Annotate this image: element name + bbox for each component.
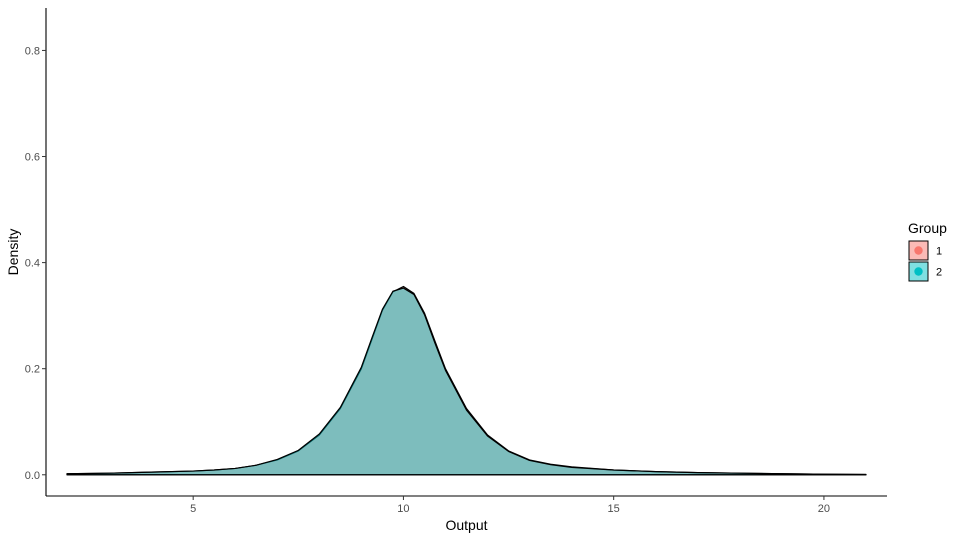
- legend-label: 1: [936, 246, 942, 258]
- y-tick-label: 0.8: [25, 45, 40, 57]
- x-tick-label: 15: [608, 503, 620, 515]
- legend-title: Group: [908, 220, 947, 236]
- legend: Group 1 2: [908, 220, 947, 282]
- density-area-group-2: [66, 287, 867, 476]
- legend-label: 2: [936, 267, 942, 279]
- y-tick-label: 0.0: [25, 470, 40, 482]
- x-axis-ticks: 5 10 15 20: [190, 496, 830, 515]
- y-tick-label: 0.4: [25, 258, 40, 270]
- x-axis-title: Output: [445, 517, 487, 533]
- y-axis-title: Density: [5, 229, 21, 276]
- y-tick-label: 0.2: [25, 364, 40, 376]
- y-axis-ticks: 0.0 0.2 0.4 0.6 0.8: [25, 45, 46, 482]
- legend-point-group-1: [914, 246, 923, 255]
- y-tick-label: 0.6: [25, 152, 40, 164]
- density-areas: [66, 285, 867, 476]
- legend-point-group-2: [914, 267, 923, 276]
- x-tick-label: 10: [397, 503, 409, 515]
- x-tick-label: 5: [190, 503, 196, 515]
- x-tick-label: 20: [818, 503, 830, 515]
